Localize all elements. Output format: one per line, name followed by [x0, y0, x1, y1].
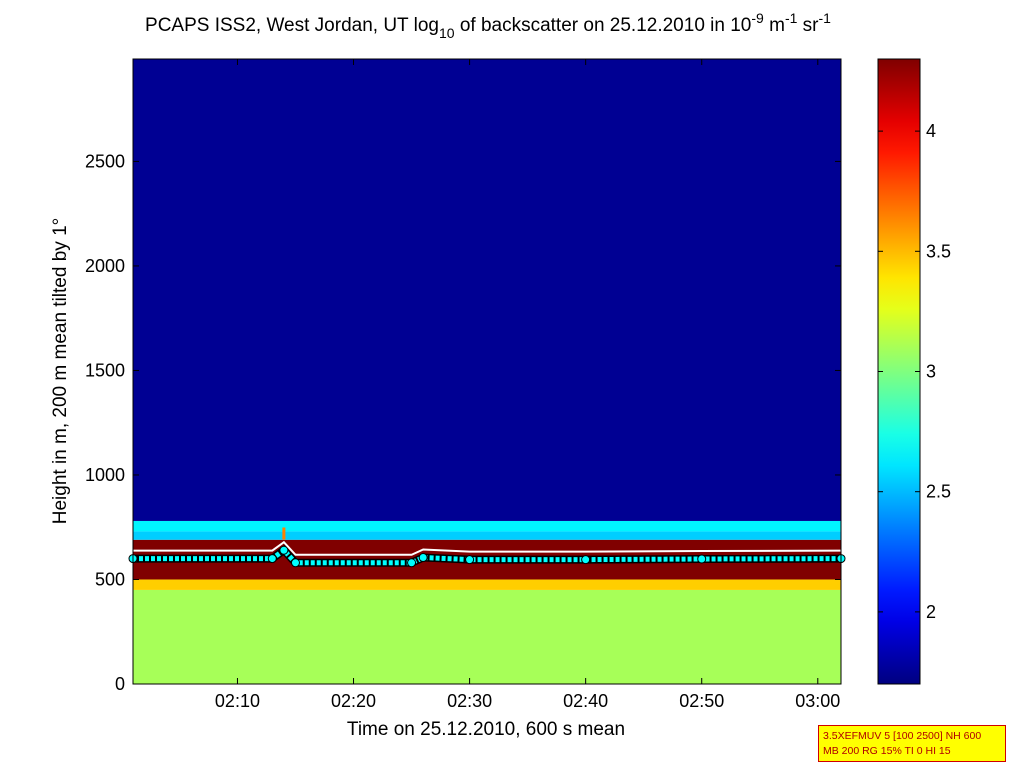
- y-tick-label: 2500: [85, 151, 125, 171]
- info-box: 3.5XEFMUV 5 [100 2500] NH 600 MB 200 RG …: [818, 725, 1006, 762]
- info-line-2: MB 200 RG 15% TI 0 HI 15: [823, 745, 951, 757]
- layer-height-point-3: [290, 558, 300, 568]
- y-tick-label: 0: [115, 674, 125, 694]
- plot-frame: [132, 58, 842, 685]
- colorbar-tick-label: 2.5: [926, 482, 951, 502]
- y-tick-label: 2000: [85, 256, 125, 276]
- y-tick-label: 1000: [85, 465, 125, 485]
- y-tick-label: 1500: [85, 360, 125, 380]
- backscatter-layer-3: [133, 531, 841, 540]
- cloud-marker: [282, 527, 286, 540]
- x-tick-label: 02:40: [563, 691, 608, 711]
- layer-height-point-7: [581, 555, 591, 565]
- colorbar-tick-label: 3: [926, 362, 936, 382]
- colorbar-tick-label: 4: [926, 121, 936, 141]
- backscatter-layer-1: [133, 579, 841, 590]
- layer-height-point-2: [279, 545, 289, 555]
- x-axis: 02:10 02:20 02:30 02:40 02:50 03:00: [215, 59, 840, 711]
- x-tick-label: 02:10: [215, 691, 260, 711]
- x-tick-label: 02:30: [447, 691, 492, 711]
- y-tick-label: 500: [95, 569, 125, 589]
- layer-height-point-5: [418, 553, 428, 563]
- colorbar-tick-label: 2: [926, 602, 936, 622]
- y-axis-label: Height in m, 200 m mean tilted by 1°: [50, 218, 71, 524]
- layer-height-line: [133, 546, 842, 566]
- x-tick-label: 03:00: [795, 691, 840, 711]
- layer-height-point-4: [407, 558, 417, 568]
- colorbar-ticks: 2 2.5 3 3.5 4: [878, 121, 951, 622]
- chart-title: PCAPS ISS2, West Jordan, UT log10 of bac…: [145, 10, 831, 41]
- backscatter-layer-5: [133, 59, 841, 521]
- x-axis-label: Time on 25.12.2010, 600 s mean: [347, 719, 625, 740]
- layer-height-point-8: [697, 554, 707, 564]
- layer-height-point-1: [267, 554, 277, 564]
- x-tick-label: 02:20: [331, 691, 376, 711]
- info-line-1: 3.5XEFMUV 5 [100 2500] NH 600: [823, 730, 982, 742]
- layer-height-point-6: [465, 555, 475, 565]
- backscatter-layer-4: [133, 520, 841, 532]
- x-tick-label: 02:50: [679, 691, 724, 711]
- plot-area: [128, 59, 846, 684]
- colorbar: [877, 58, 921, 685]
- y-axis: 0 500 1000 1500 2000 2500: [85, 151, 841, 694]
- upper-boundary-line: [133, 540, 842, 556]
- backscatter-layer-0: [133, 589, 841, 684]
- colorbar-tick-label: 3.5: [926, 241, 951, 261]
